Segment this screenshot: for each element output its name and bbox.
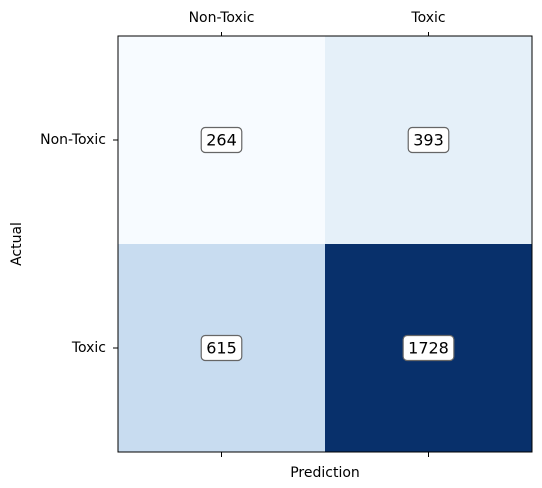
- cell-value-text: 264: [206, 131, 237, 150]
- cell-value-text: 1728: [408, 339, 449, 358]
- cell-value-label: 264: [200, 126, 243, 154]
- cell-value-box: [200, 126, 243, 154]
- cell-value-label: 1728: [402, 334, 455, 362]
- cell-value-label: 615: [200, 334, 243, 362]
- y-tick-label: Non-Toxic: [40, 132, 106, 148]
- y-axis-title: Actual: [9, 222, 25, 266]
- cell-value-box: [407, 126, 450, 154]
- cell-value-box: [200, 334, 243, 362]
- cell-value-text: 615: [206, 339, 237, 358]
- axis-ticks: Non-Toxic Toxic Non-Toxic Toxic: [40, 10, 446, 457]
- y-tick-label: Toxic: [71, 340, 106, 356]
- x-axis-title: Prediction: [290, 465, 360, 481]
- cell-value-text: 393: [413, 131, 444, 150]
- cell-value-box: [402, 334, 455, 362]
- cell-value-label: 393: [407, 126, 450, 154]
- x-tick-label: Toxic: [410, 10, 445, 26]
- heatmap-cells: [118, 36, 532, 452]
- cell-value-labels: 264 393 615 1728: [200, 126, 455, 362]
- plot-frame: [117, 35, 533, 453]
- x-tick-label: Non-Toxic: [189, 10, 255, 26]
